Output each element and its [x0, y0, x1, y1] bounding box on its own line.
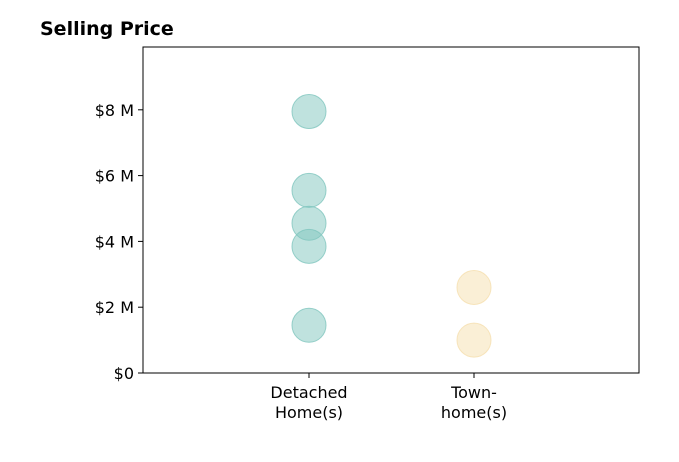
- y-tick-label: $0: [114, 364, 134, 383]
- x-tick-label: Town-home(s): [441, 383, 507, 422]
- data-point: [291, 307, 327, 343]
- data-point: [291, 228, 327, 264]
- y-tick-label: $4 M: [95, 232, 134, 251]
- axes-frame: [142, 46, 640, 374]
- y-tick-label: $8 M: [95, 101, 134, 120]
- y-tick-label: $2 M: [95, 298, 134, 317]
- data-point: [456, 269, 492, 305]
- chart-title: Selling Price: [40, 18, 174, 40]
- plot-area: $0 $2 M $4 M $6 M $8 M Detached Home(s) Town-ho…: [95, 46, 640, 422]
- data-point: [456, 322, 492, 358]
- data-point: [291, 93, 327, 129]
- y-tick-label: $6 M: [95, 167, 134, 186]
- x-tick-label: Detached Home(s): [270, 383, 347, 422]
- data-point: [291, 172, 327, 208]
